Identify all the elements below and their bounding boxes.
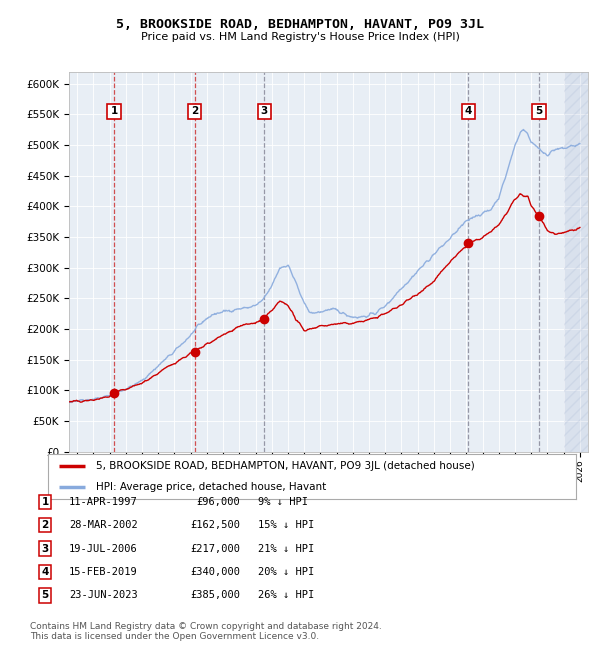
Text: HPI: Average price, detached house, Havant: HPI: Average price, detached house, Hava… [95, 482, 326, 491]
Text: 11-APR-1997: 11-APR-1997 [69, 497, 138, 507]
Text: 19-JUL-2006: 19-JUL-2006 [69, 543, 138, 554]
Text: £340,000: £340,000 [190, 567, 240, 577]
Text: Contains HM Land Registry data © Crown copyright and database right 2024.
This d: Contains HM Land Registry data © Crown c… [30, 622, 382, 642]
Text: 1: 1 [110, 107, 118, 116]
Text: £217,000: £217,000 [190, 543, 240, 554]
Text: £162,500: £162,500 [190, 520, 240, 530]
Text: 4: 4 [464, 107, 472, 116]
Text: 28-MAR-2002: 28-MAR-2002 [69, 520, 138, 530]
Text: 9% ↓ HPI: 9% ↓ HPI [258, 497, 308, 507]
Text: 21% ↓ HPI: 21% ↓ HPI [258, 543, 314, 554]
Text: 26% ↓ HPI: 26% ↓ HPI [258, 590, 314, 601]
Text: 20% ↓ HPI: 20% ↓ HPI [258, 567, 314, 577]
Text: 3: 3 [261, 107, 268, 116]
Text: Price paid vs. HM Land Registry's House Price Index (HPI): Price paid vs. HM Land Registry's House … [140, 32, 460, 42]
Text: 15% ↓ HPI: 15% ↓ HPI [258, 520, 314, 530]
Text: 1: 1 [41, 497, 49, 507]
Text: 2: 2 [191, 107, 198, 116]
Text: 2: 2 [41, 520, 49, 530]
Text: 5: 5 [41, 590, 49, 601]
Text: 23-JUN-2023: 23-JUN-2023 [69, 590, 138, 601]
Text: 5, BROOKSIDE ROAD, BEDHAMPTON, HAVANT, PO9 3JL: 5, BROOKSIDE ROAD, BEDHAMPTON, HAVANT, P… [116, 18, 484, 31]
Text: 4: 4 [41, 567, 49, 577]
Bar [563, 72, 588, 452]
Text: 15-FEB-2019: 15-FEB-2019 [69, 567, 138, 577]
Text: £96,000: £96,000 [196, 497, 240, 507]
Text: 3: 3 [41, 543, 49, 554]
Text: 5, BROOKSIDE ROAD, BEDHAMPTON, HAVANT, PO9 3JL (detached house): 5, BROOKSIDE ROAD, BEDHAMPTON, HAVANT, P… [95, 462, 474, 471]
Text: £385,000: £385,000 [190, 590, 240, 601]
Text: 5: 5 [535, 107, 542, 116]
